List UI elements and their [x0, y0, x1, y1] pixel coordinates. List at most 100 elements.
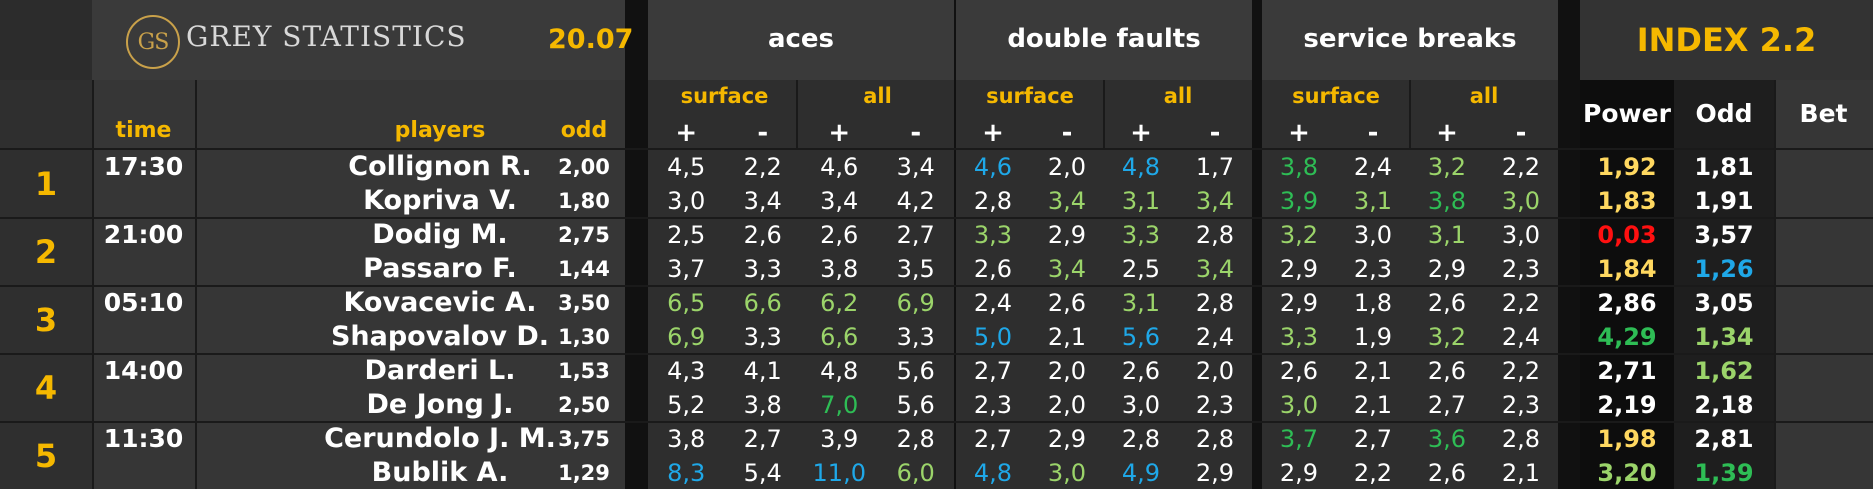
double-faults-title: double faults: [1007, 24, 1201, 54]
power-value: 1,92: [1597, 153, 1657, 181]
stat-value: 2,8: [1195, 289, 1235, 317]
stat-value: 4,5: [667, 153, 706, 181]
service-breaks-header: [1262, 0, 1558, 80]
stat-value: 3,1: [1427, 221, 1467, 249]
match-time: 17:30: [103, 152, 184, 181]
stat-value: 2,9: [1195, 459, 1235, 487]
player-name: De Jong J.: [366, 389, 514, 420]
minus-subheader: -: [1209, 118, 1221, 148]
stat-value: 2,2: [1501, 153, 1541, 181]
match-divider: [0, 353, 1873, 355]
stat-value: 2,6: [1427, 357, 1467, 385]
aces-title: aces: [767, 24, 835, 54]
surface-subheader: surface: [986, 84, 1074, 108]
player-odd: 2,50: [558, 393, 610, 417]
stat-value: 2,8: [973, 187, 1013, 215]
stat-value: 3,8: [667, 425, 706, 453]
stat-value: 3,2: [1279, 221, 1319, 249]
stat-value: 2,7: [896, 221, 935, 249]
stat-value: 2,9: [1427, 255, 1467, 283]
stat-value: 2,7: [973, 425, 1013, 453]
stat-value: 8,3: [667, 459, 706, 487]
stat-value: 2,0: [1047, 153, 1087, 181]
time-header: time: [115, 118, 172, 143]
header-divider: [0, 148, 1873, 150]
match-index: 5: [34, 437, 58, 475]
all-subheader: all: [863, 84, 892, 108]
index-odd-value: 1,39: [1694, 459, 1754, 487]
grid-line: [796, 80, 798, 150]
stat-value: 4,6: [973, 153, 1013, 181]
column-divider: [625, 0, 648, 489]
stat-value: 3,2: [1427, 323, 1467, 351]
surface-subheader: surface: [680, 84, 769, 108]
grid-line: [1409, 80, 1411, 150]
stat-value: 3,4: [820, 187, 859, 215]
stat-value: 7,0: [820, 391, 859, 419]
stat-value: 3,0: [667, 187, 706, 215]
stat-value: 3,1: [1121, 289, 1161, 317]
stat-value: 1,9: [1353, 323, 1393, 351]
odd2-header: Odd: [1695, 99, 1753, 128]
match-index: 1: [34, 165, 58, 203]
stat-value: 4,2: [896, 187, 935, 215]
power-value: 1,83: [1597, 187, 1657, 215]
match-time: 21:00: [103, 220, 184, 249]
stat-value: 2,6: [1279, 357, 1319, 385]
grid-line: [92, 80, 94, 489]
power-header: Power: [1583, 99, 1671, 128]
stat-value: 4,8: [820, 357, 859, 385]
stat-value: 2,3: [1501, 391, 1541, 419]
stat-value: 2,8: [1121, 425, 1161, 453]
stat-value: 6,0: [896, 459, 935, 487]
stat-value: 3,1: [1121, 187, 1161, 215]
minus-subheader: -: [757, 118, 769, 148]
stat-value: 2,8: [896, 425, 935, 453]
match-time: 05:10: [103, 288, 184, 317]
stat-value: 2,0: [1195, 357, 1235, 385]
stat-value: 3,1: [1353, 187, 1393, 215]
stat-value: 4,1: [743, 357, 782, 385]
surface-subheader: surface: [1292, 84, 1380, 108]
brand-header: [92, 0, 625, 80]
stat-value: 2,3: [1195, 391, 1235, 419]
stat-value: 2,2: [1501, 289, 1541, 317]
stat-value: 3,0: [1501, 221, 1541, 249]
index-odd-value: 1,26: [1694, 255, 1754, 283]
stat-value: 2,9: [1279, 289, 1319, 317]
match-divider: [0, 421, 1873, 423]
stat-value: 2,4: [1195, 323, 1235, 351]
match-index: 4: [34, 369, 58, 407]
index-odd-value: 3,57: [1694, 221, 1754, 249]
stat-value: 2,4: [1501, 323, 1541, 351]
player-name: Collignon R.: [348, 151, 532, 182]
stat-value: 2,8: [1501, 425, 1541, 453]
stat-value: 3,9: [820, 425, 859, 453]
power-value: 2,19: [1597, 391, 1657, 419]
minus-subheader: -: [1367, 118, 1379, 148]
stat-value: 6,6: [820, 323, 859, 351]
gs-logo-icon: GS: [126, 15, 180, 69]
index-odd-value: 2,18: [1694, 391, 1754, 419]
corner-cell: [0, 0, 92, 80]
stat-value: 2,6: [1427, 289, 1467, 317]
stat-value: 4,9: [1121, 459, 1161, 487]
player-name: Dodig M.: [372, 219, 508, 250]
stat-value: 3,5: [896, 255, 935, 283]
stat-value: 2,9: [1279, 255, 1319, 283]
match-divider: [0, 217, 1873, 219]
player-name: Shapovalov D.: [330, 321, 550, 352]
column-divider: [954, 0, 956, 489]
date-label: 20.07: [548, 24, 634, 55]
match-index: 3: [34, 301, 58, 339]
stat-value: 2,6: [743, 221, 782, 249]
stat-value: 2,9: [1279, 459, 1319, 487]
stat-value: 6,2: [820, 289, 859, 317]
stat-value: 5,6: [1121, 323, 1161, 351]
column-divider: [1252, 0, 1262, 489]
stat-value: 4,3: [667, 357, 706, 385]
player-odd: 3,50: [558, 291, 610, 315]
aces-column-bg: [648, 0, 954, 489]
aces-header: [648, 0, 954, 80]
stat-value: 2,8: [1195, 221, 1235, 249]
